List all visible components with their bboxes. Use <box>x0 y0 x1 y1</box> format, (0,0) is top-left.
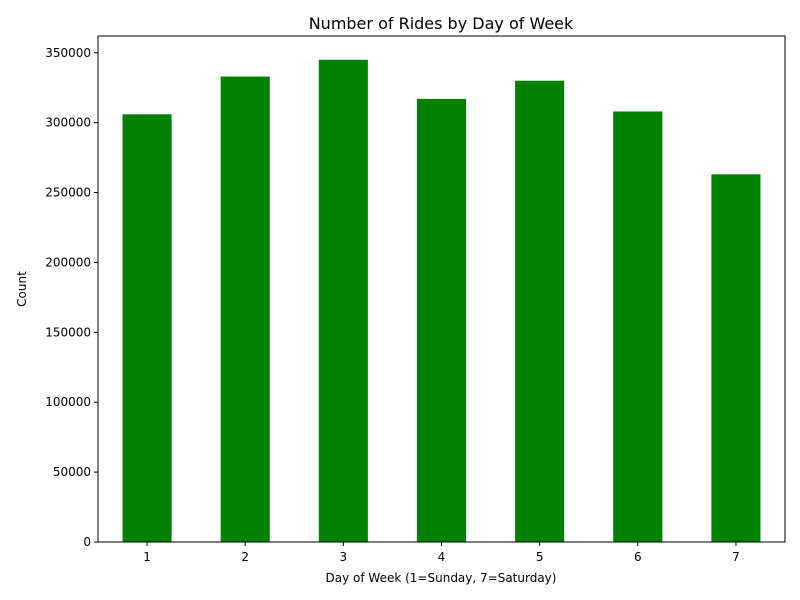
x-axis-title: Day of Week (1=Sunday, 7=Saturday) <box>326 571 557 585</box>
x-tick-label: 4 <box>438 550 446 564</box>
x-tick-label: 7 <box>732 550 740 564</box>
bar-3 <box>318 59 368 543</box>
y-tick-label: 300000 <box>45 116 91 130</box>
y-tick-label: 100000 <box>45 395 91 409</box>
bar-6 <box>613 111 663 543</box>
bar-2 <box>220 76 270 542</box>
x-tick-label: 3 <box>340 550 348 564</box>
bar-4 <box>416 98 467 543</box>
plot-frame <box>97 35 786 543</box>
x-axis-ticks: 1 2 3 4 5 6 7 <box>143 542 740 564</box>
chart-title: Number of Rides by Day of Week <box>309 14 574 33</box>
y-tick-label: 350000 <box>45 46 91 60</box>
x-tick-label: 6 <box>634 550 642 564</box>
y-tick-label: 200000 <box>45 255 91 269</box>
y-tick-label: 150000 <box>45 325 91 339</box>
bar-5 <box>515 80 565 542</box>
y-tick-label: 50000 <box>53 465 91 479</box>
y-tick-label: 250000 <box>45 186 91 200</box>
x-tick-label: 5 <box>536 550 544 564</box>
x-tick-label: 1 <box>143 550 151 564</box>
bar-1 <box>122 114 172 542</box>
y-axis-title: Count <box>15 271 29 307</box>
y-tick-label: 0 <box>83 535 91 549</box>
x-tick-label: 2 <box>241 550 249 564</box>
y-axis-ticks: 0 50000 100000 150000 200000 250000 300000 3500… <box>45 46 98 549</box>
bar-7 <box>711 174 761 542</box>
bars-group <box>122 59 761 543</box>
